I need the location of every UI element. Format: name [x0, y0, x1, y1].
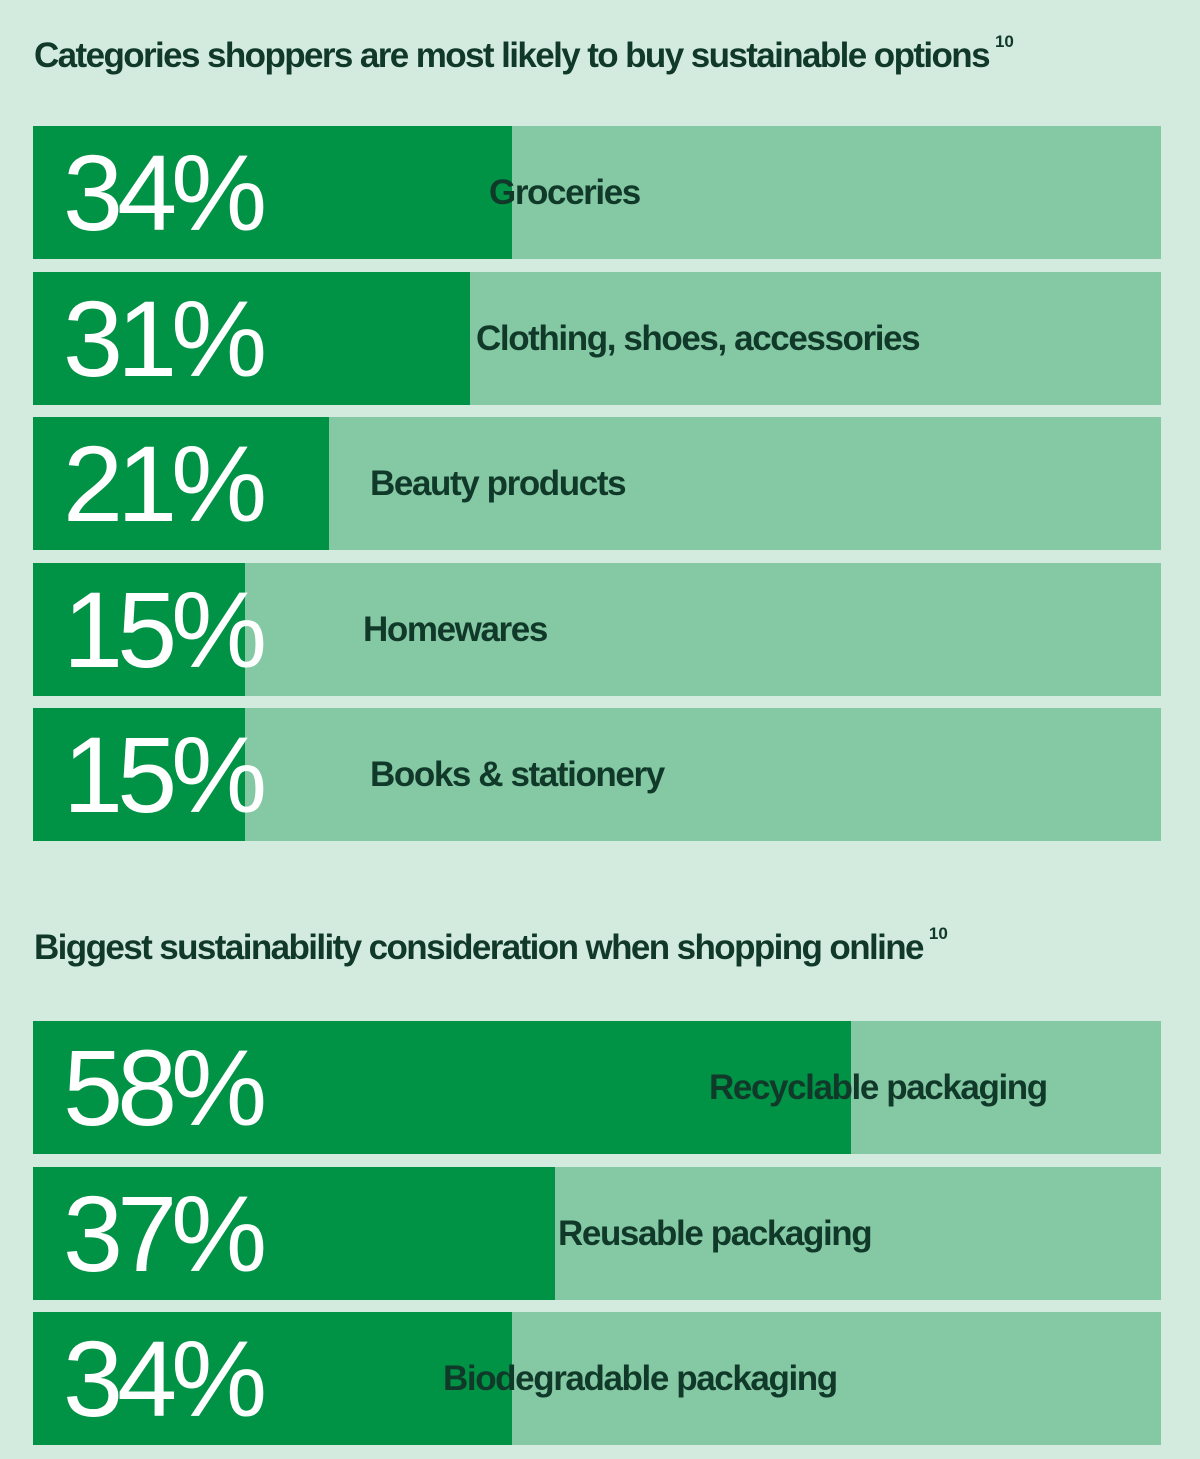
- category-label: Biodegradable packaging: [443, 1359, 838, 1398]
- bar-row: 34% Groceries: [33, 126, 1161, 259]
- category-label: Reusable packaging: [558, 1214, 873, 1253]
- bar-value-label: 15%: [63, 714, 267, 835]
- bar-value-label: 31%: [63, 278, 267, 399]
- bar-value-label: 58%: [63, 1027, 267, 1148]
- bar-row: 21% Beauty products: [33, 417, 1161, 550]
- category-label: Beauty products: [370, 464, 627, 503]
- bar-value-label: 34%: [63, 1318, 267, 1439]
- bar-row: 34% Biodegradable packaging: [33, 1312, 1161, 1445]
- category-label: Homewares: [363, 610, 548, 649]
- chart-title: Biggest sustainability consideration whe…: [34, 924, 948, 968]
- bar: [33, 417, 329, 550]
- bar: [33, 1312, 512, 1445]
- bar-value-label: 34%: [63, 132, 267, 253]
- bar: [33, 126, 512, 259]
- bar: [33, 563, 245, 696]
- bar: [33, 1021, 851, 1154]
- footnote-marker: 10: [928, 924, 948, 943]
- chart-title: Categories shoppers are most likely to b…: [34, 32, 1014, 76]
- bar: [33, 1167, 555, 1300]
- category-label: Groceries: [489, 173, 641, 212]
- bar: [33, 272, 470, 405]
- footnote-marker: 10: [994, 32, 1014, 51]
- bar-row: 31% Clothing, shoes, accessories: [33, 272, 1161, 405]
- bar-row: 58% Recyclable packaging: [33, 1021, 1161, 1154]
- bar-value-label: 21%: [63, 423, 267, 544]
- chart-title-text: Biggest sustainability consideration whe…: [34, 928, 924, 967]
- category-label: Clothing, shoes, accessories: [476, 319, 921, 358]
- bar-row: 37% Reusable packaging: [33, 1167, 1161, 1300]
- bar-row: 15% Books & stationery: [33, 708, 1161, 841]
- category-label: Recyclable packaging: [709, 1068, 1048, 1107]
- bar-value-label: 15%: [63, 569, 267, 690]
- category-label: Books & stationery: [370, 755, 665, 794]
- bar-value-label: 37%: [63, 1173, 267, 1294]
- chart-title-text: Categories shoppers are most likely to b…: [34, 36, 991, 75]
- bar-row: 15% Homewares: [33, 563, 1161, 696]
- bar: [33, 708, 245, 841]
